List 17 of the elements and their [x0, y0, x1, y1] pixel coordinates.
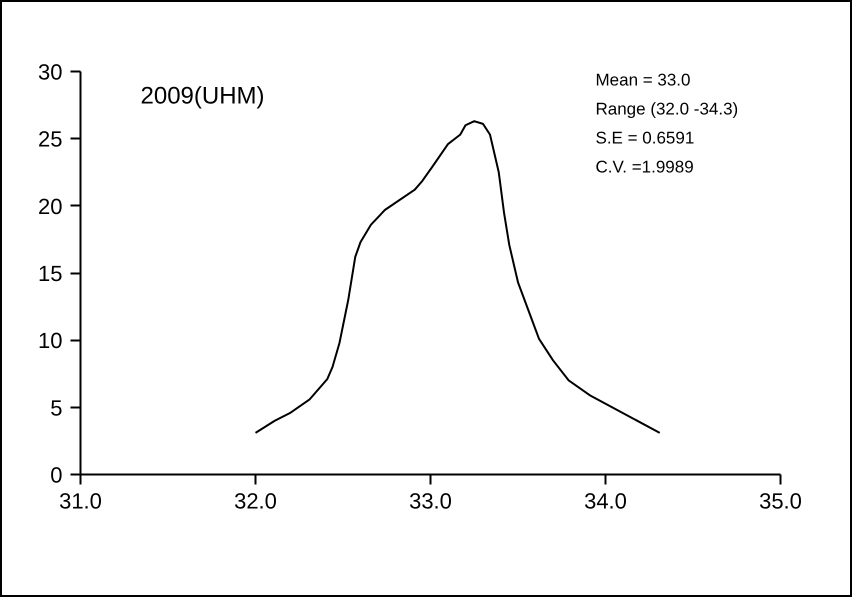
annotation: C.V. =1.9989: [596, 158, 694, 176]
y-tick-label: 20: [38, 194, 63, 219]
annotation: Range (32.0 -34.3): [596, 100, 738, 118]
y-tick-label: 10: [38, 328, 63, 354]
x-tick-label: 34.0: [584, 488, 627, 514]
x-tick-label: 32.0: [234, 488, 277, 514]
x-tick-label: 35.0: [759, 488, 802, 514]
y-tick-label: 5: [50, 395, 63, 420]
text: 2009(UHM): [140, 82, 265, 110]
x-tick-label: 33.0: [409, 488, 452, 514]
y-tick-label: 15: [38, 261, 63, 286]
y-tick-label: 25: [38, 126, 63, 152]
annotation: S.E = 0.6591: [596, 128, 694, 148]
y-tick-label: 30: [38, 60, 63, 84]
annotation: Mean = 33.0: [596, 70, 690, 90]
y-tick-label: 0: [50, 462, 63, 488]
x-tick-label: 31.0: [59, 488, 102, 514]
